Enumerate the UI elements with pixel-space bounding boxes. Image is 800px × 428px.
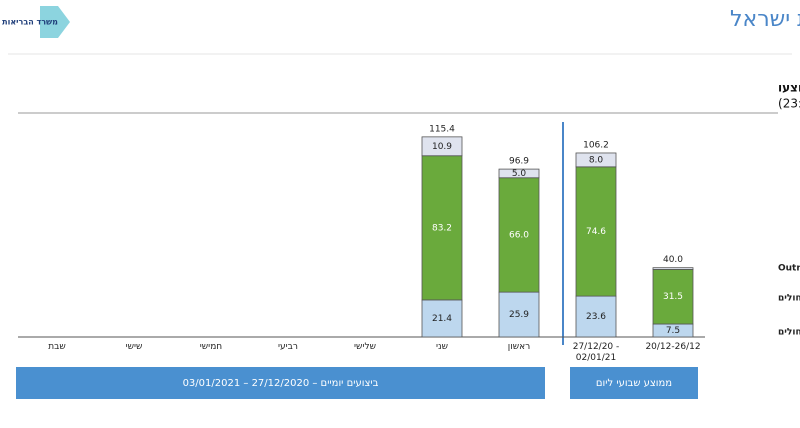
value-label: 25.9 (509, 310, 529, 320)
bar-segment (575, 295, 617, 338)
x-tick-label-box: שני (436, 342, 448, 352)
bar-segment (498, 177, 540, 293)
x-tick-label-box: ראשון (507, 342, 531, 352)
total-label: 115.4 (429, 125, 455, 135)
bar-segment (652, 267, 694, 270)
x-tick-label: 27/12/20 - 02/01/21 (572, 342, 620, 363)
value-label: 7.5 (666, 326, 680, 336)
chart-title: מספר חיסונים שבוצעו (778, 81, 800, 95)
value-label: 66.0 (509, 230, 529, 240)
bar-segment (498, 291, 540, 338)
group-label: ביצועים יומיים – 27/12/2020 – 03/01/2021 (183, 378, 379, 389)
x-tick-label: ראשון (507, 342, 531, 352)
value-label: 31.5 (663, 292, 683, 302)
bar-segment (421, 155, 463, 301)
x-tick-label: שבת (48, 342, 66, 352)
x-tick-label: 20/12-26/12 (645, 342, 701, 352)
value-label: 74.6 (586, 227, 606, 237)
x-tick-label-box: שישי (125, 342, 143, 352)
chart-subtitle: אלפים, שבוע מתחיל ב- 27/12 (חיתוך נתונים… (778, 97, 800, 111)
bar-segment (498, 168, 540, 179)
x-tick-label-box: 27/12/20 - 02/01/21 (572, 342, 620, 363)
group-box (570, 367, 698, 399)
legend-label: בתי החולים (778, 328, 800, 338)
logo-text: משרד הבריאות (2, 18, 58, 27)
value-label: 83.2 (432, 223, 452, 233)
bar-segment (652, 269, 694, 325)
value-label: 21.4 (432, 314, 452, 324)
x-tick-label: שני (436, 342, 448, 352)
value-label: 8.0 (589, 155, 604, 165)
legend-label: קופות החולים (778, 294, 800, 304)
total-label: 96.9 (509, 157, 529, 167)
total-label: 40.0 (663, 255, 683, 265)
group-label: ממוצע שבועי ליום (596, 378, 672, 389)
x-tick-label-box: חמישי (199, 342, 223, 352)
x-tick-label-box: 20/12-26/12 (645, 342, 701, 352)
value-label: 5.0 (512, 169, 527, 179)
value-label: 10.9 (432, 142, 452, 152)
x-tick-label: שלישי (354, 342, 376, 352)
legend-label: Outreach (778, 264, 800, 274)
x-tick-label: חמישי (199, 342, 223, 352)
group-box (16, 367, 545, 399)
x-tick-label: שישי (125, 342, 143, 352)
bar-segment (421, 136, 463, 157)
slide-title: אתמול בוצעו 115,427 חיסונים במדינת ישראל (730, 7, 800, 32)
x-tick-label: רביעי (278, 342, 298, 352)
x-tick-label-box: שבת (48, 342, 66, 352)
logo-shape (40, 6, 70, 38)
x-tick-label-box: רביעי (278, 342, 298, 352)
total-label: 106.2 (583, 140, 609, 150)
value-label: 23.6 (586, 312, 606, 322)
bar-segment (575, 152, 617, 168)
x-tick-label-box: שלישי (354, 342, 376, 352)
